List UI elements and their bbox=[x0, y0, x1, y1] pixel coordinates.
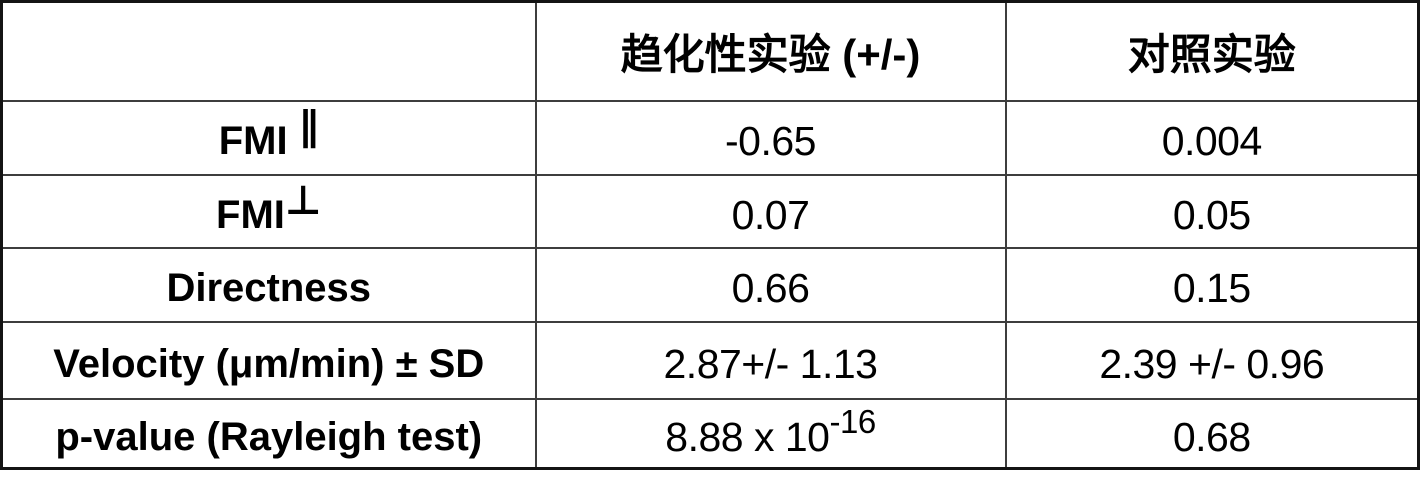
cell-directness-chemotaxis: 0.66 bbox=[534, 246, 1007, 324]
cell-pvalue-control: 0.68 bbox=[1004, 397, 1420, 470]
cell-fmi-perpendicular-chemotaxis: 0.07 bbox=[534, 174, 1007, 249]
header-chemotaxis-experiment: 趋化性实验 (+/-) bbox=[534, 0, 1007, 102]
cell-pvalue-chemotaxis: 8.88 x 10-16 bbox=[534, 397, 1007, 470]
table-row-directness: Directness 0.66 0.15 bbox=[0, 246, 1420, 324]
table-row-velocity: Velocity (μm/min) ± SD 2.87+/- 1.13 2.39… bbox=[0, 321, 1420, 400]
row-label-directness: Directness bbox=[0, 246, 537, 324]
cell-fmi-perpendicular-control: 0.05 bbox=[1004, 174, 1420, 249]
cell-fmi-parallel-control: 0.004 bbox=[1004, 99, 1420, 177]
table-row-pvalue: p-value (Rayleigh test) 8.88 x 10-16 0.6… bbox=[0, 397, 1420, 470]
cell-directness-control: 0.15 bbox=[1004, 246, 1420, 324]
header-control-experiment: 对照实验 bbox=[1004, 0, 1420, 102]
table-row-fmi-perpendicular: FMI⊥ 0.07 0.05 bbox=[0, 174, 1420, 249]
cell-fmi-parallel-chemotaxis: -0.65 bbox=[534, 99, 1007, 177]
row-label-pvalue: p-value (Rayleigh test) bbox=[0, 397, 537, 470]
header-row: 趋化性实验 (+/-) 对照实验 bbox=[0, 0, 1420, 102]
table-row-fmi-parallel: FMI ∥ -0.65 0.004 bbox=[0, 99, 1420, 177]
header-corner-cell bbox=[0, 0, 537, 102]
cell-velocity-control: 2.39 +/- 0.96 bbox=[1004, 321, 1420, 400]
fmi-perpendicular-base: FMI bbox=[216, 192, 285, 237]
cell-velocity-chemotaxis: 2.87+/- 1.13 bbox=[534, 321, 1007, 400]
row-label-velocity: Velocity (μm/min) ± SD bbox=[0, 321, 537, 400]
row-label-fmi-perpendicular: FMI⊥ bbox=[0, 174, 537, 249]
pvalue-mantissa: 8.88 x 10 bbox=[665, 413, 830, 460]
row-label-fmi-parallel: FMI ∥ bbox=[0, 99, 537, 177]
fmi-parallel-base: FMI bbox=[218, 119, 288, 164]
